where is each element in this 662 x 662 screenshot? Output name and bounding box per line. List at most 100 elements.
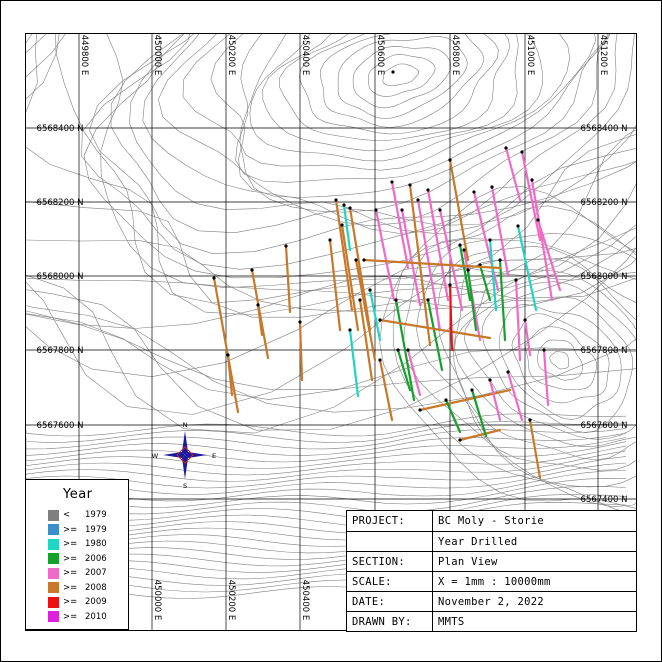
grid-label: 450600 E xyxy=(375,35,385,76)
drill-collar xyxy=(498,258,502,262)
drill-hole-trace xyxy=(396,348,412,392)
legend-year: 2010 xyxy=(85,611,107,622)
drill-collar xyxy=(504,146,508,150)
drill-collar xyxy=(448,158,452,162)
compass-rose-center xyxy=(176,446,194,464)
drill-hole-trace xyxy=(523,318,532,357)
title-block-key: SCALE: xyxy=(352,576,392,588)
drill-collar xyxy=(472,190,476,194)
drill-collar xyxy=(488,378,492,382)
title-block: PROJECT: BC Moly - Storie Year Drilled SECT… xyxy=(346,510,637,632)
topographic-contours xyxy=(26,34,636,599)
drill-collar xyxy=(342,203,346,207)
title-block-value: BC Moly - Storie xyxy=(438,515,544,527)
drill-hole-trace xyxy=(374,208,396,302)
drill-collar xyxy=(506,370,510,374)
compass-e-label: E xyxy=(212,452,216,460)
grid-label: 6567800 N xyxy=(37,346,84,356)
grid-label: 450800 E xyxy=(450,35,460,76)
legend-operator: >= xyxy=(63,611,78,622)
grid-label: 450200 E xyxy=(226,35,236,76)
drill-hole-trace xyxy=(506,370,524,422)
legend-swatch xyxy=(48,553,59,564)
drill-collar xyxy=(536,218,540,222)
drill-hole-trace xyxy=(418,388,512,412)
drill-collar xyxy=(520,150,524,154)
drill-collar xyxy=(490,185,494,189)
grid-label: 6568200 N xyxy=(37,198,84,208)
drill-hole-trace xyxy=(466,268,478,332)
drill-collar xyxy=(426,188,430,192)
drill-hole-trace xyxy=(438,208,464,312)
legend-operator: >= xyxy=(63,539,78,549)
legend-operator: >= xyxy=(63,553,78,564)
grid-label: 449800 E xyxy=(79,35,89,76)
legend-year: 1979 xyxy=(85,510,107,520)
title-block-row: SCALE: X = 1mm : 10000mm xyxy=(347,571,636,592)
drill-collar xyxy=(400,208,404,212)
grid-label: 450200 E xyxy=(226,580,236,621)
drill-collar xyxy=(516,224,520,228)
grid-label: 450400 E xyxy=(300,580,310,621)
drill-collar xyxy=(488,238,492,242)
drill-hole-trace xyxy=(394,298,416,402)
drill-hole-trace xyxy=(256,303,264,337)
west-arrow-needle xyxy=(163,452,185,458)
drill-hole-trace xyxy=(348,328,360,398)
drill-collar xyxy=(212,276,216,280)
drill-collar xyxy=(426,298,430,302)
title-block-divider xyxy=(432,572,433,592)
legend-year: 1980 xyxy=(85,539,107,549)
drill-collar xyxy=(466,268,470,272)
drill-collar xyxy=(374,208,378,212)
legend-swatch xyxy=(48,538,59,550)
drill-collar xyxy=(462,248,466,252)
drill-hole-trace xyxy=(378,318,492,340)
legend-item: <1979 xyxy=(48,509,107,521)
legend-year: 2006 xyxy=(85,553,107,564)
legend-operator: >= xyxy=(63,524,78,535)
legend-year: 2008 xyxy=(85,582,107,593)
drill-hole-trace xyxy=(470,388,488,438)
compass-s-label: S xyxy=(183,482,187,490)
title-block-row: Year Drilled xyxy=(347,531,636,552)
legend-operator: < xyxy=(63,510,71,520)
drill-hole-trace xyxy=(378,358,394,422)
drill-hole-trace xyxy=(498,258,507,342)
title-block-key: PROJECT: xyxy=(352,515,405,527)
legend-item: >= 2007 xyxy=(48,567,107,579)
title-block-key: DATE: xyxy=(352,596,386,608)
drill-collar xyxy=(458,243,462,247)
legend-operator: >= xyxy=(63,582,78,593)
drill-hole-trace xyxy=(340,223,360,332)
title-block-value: MMTS xyxy=(438,616,465,628)
legend-swatch xyxy=(48,524,59,535)
drill-hole-trace xyxy=(354,258,377,362)
drill-collar xyxy=(284,244,288,248)
title-block-divider xyxy=(432,532,433,552)
title-block-value: Year Drilled xyxy=(438,536,518,548)
drill-collar xyxy=(358,298,362,302)
drill-hole-trace xyxy=(504,146,522,202)
drill-collar xyxy=(458,438,462,442)
drill-hole-trace xyxy=(444,398,462,434)
drill-collar xyxy=(514,278,518,282)
drill-hole-trace xyxy=(426,298,444,372)
title-block-row: DATE: November 2, 2022 xyxy=(347,591,636,612)
title-block-key: DRAWN BY: xyxy=(352,616,412,628)
drill-collar xyxy=(340,223,344,227)
drill-collar xyxy=(418,408,422,412)
legend-operator: >= xyxy=(63,597,78,607)
grid-label: 6567600 N xyxy=(581,421,628,431)
drill-hole-trace xyxy=(284,244,292,314)
title-block-value: November 2, 2022 xyxy=(438,596,544,608)
legend-title: Year xyxy=(63,487,93,502)
title-block-divider xyxy=(432,592,433,612)
grid-tick-labels: 449800 E 450000 E 450200 E 450400 E 450600 E… xyxy=(37,35,628,621)
grid-label: 451200 E xyxy=(598,35,608,76)
drill-hole-trace xyxy=(542,348,550,407)
drill-collar xyxy=(542,348,546,352)
drill-collar xyxy=(368,288,372,292)
legend-item: >= 1980 xyxy=(48,538,107,550)
drill-collar xyxy=(523,318,527,322)
